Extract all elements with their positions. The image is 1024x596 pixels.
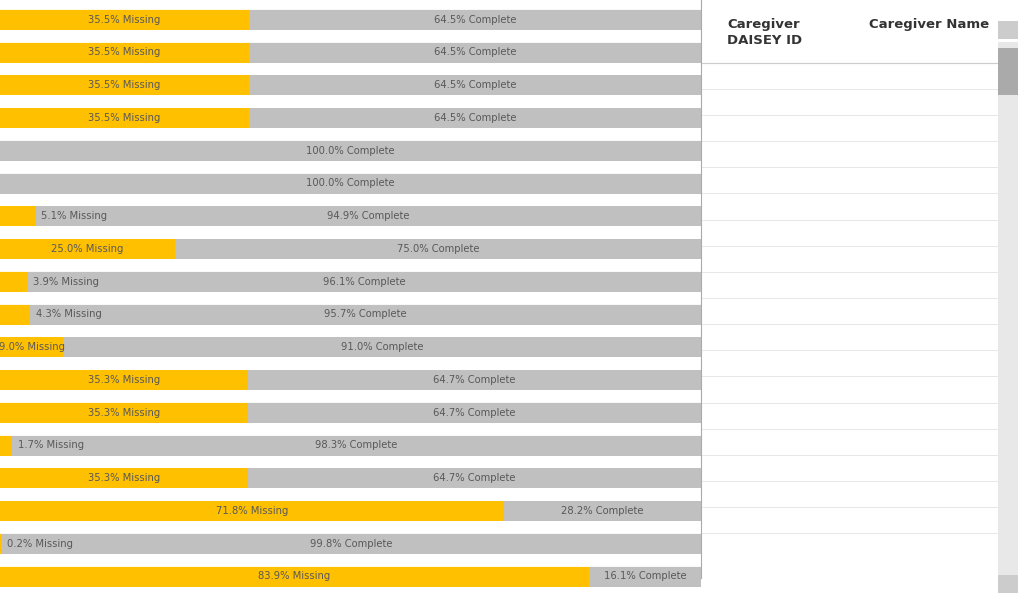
Bar [998,21,1018,39]
Text: 64.5% Complete: 64.5% Complete [434,113,516,123]
Text: 83.9% Missing: 83.9% Missing [258,572,331,581]
Text: 4.3% Missing: 4.3% Missing [36,309,101,319]
Text: 35.5% Missing: 35.5% Missing [88,15,161,24]
Bar [0,75,249,95]
Text: 95.7% Complete: 95.7% Complete [325,309,408,319]
Text: 35.5% Missing: 35.5% Missing [88,113,161,123]
Text: 91.0% Complete: 91.0% Complete [341,342,424,352]
Bar [0,10,249,30]
Bar [0,239,701,259]
Text: 64.5% Complete: 64.5% Complete [434,80,516,90]
Bar [0,468,248,488]
Bar [0,533,1,554]
Bar [0,206,36,226]
Bar [0,42,249,63]
Text: 35.5% Missing: 35.5% Missing [88,48,161,57]
Bar [0,337,701,357]
Text: 28.2% Complete: 28.2% Complete [561,506,644,516]
Bar [0,566,589,586]
Bar [0,402,248,423]
Bar [0,304,30,325]
Bar [0,370,701,390]
Bar [0,337,63,357]
Text: 99.8% Complete: 99.8% Complete [310,539,392,548]
Text: 35.3% Missing: 35.3% Missing [88,473,160,483]
Text: 100.0% Complete: 100.0% Complete [306,145,395,156]
Text: 64.5% Complete: 64.5% Complete [434,15,516,24]
Bar [0,501,504,521]
Bar [0,468,701,488]
Bar [0,141,701,161]
Text: 1.7% Missing: 1.7% Missing [17,440,84,451]
Bar [0,271,28,292]
Bar [0,42,701,63]
Text: 9.0% Missing: 9.0% Missing [0,342,65,352]
Bar [0,206,701,226]
Bar [0,108,249,128]
Text: 64.7% Complete: 64.7% Complete [433,375,516,385]
Text: 100.0% Complete: 100.0% Complete [306,178,395,188]
Bar [0,304,701,325]
Bar [0,173,701,194]
Bar [0,435,701,455]
Text: Caregiver
DAISEY ID: Caregiver DAISEY ID [727,18,803,47]
Text: 5.1% Missing: 5.1% Missing [41,211,108,221]
Bar [0,271,701,292]
Bar [998,42,1018,578]
Bar [0,566,701,586]
Bar [0,370,248,390]
Text: 3.9% Missing: 3.9% Missing [33,277,99,287]
Bar [0,75,701,95]
Text: 35.5% Missing: 35.5% Missing [88,80,161,90]
Text: 0.2% Missing: 0.2% Missing [7,539,73,548]
Bar [0,108,701,128]
Text: Caregiver Name: Caregiver Name [869,18,989,31]
Text: 96.1% Complete: 96.1% Complete [324,277,406,287]
Bar [0,501,701,521]
Text: 16.1% Complete: 16.1% Complete [604,572,686,581]
Text: 71.8% Missing: 71.8% Missing [216,506,288,516]
Bar [998,48,1018,95]
Bar [998,575,1018,593]
Text: 64.5% Complete: 64.5% Complete [434,48,516,57]
Text: 35.3% Missing: 35.3% Missing [88,408,160,418]
Text: 64.7% Complete: 64.7% Complete [433,473,516,483]
Text: 64.7% Complete: 64.7% Complete [433,408,516,418]
Bar [0,402,701,423]
Bar [0,533,701,554]
Text: 94.9% Complete: 94.9% Complete [328,211,410,221]
Bar [0,239,175,259]
Bar [0,10,701,30]
Bar [0,435,12,455]
Text: 35.3% Missing: 35.3% Missing [88,375,160,385]
Text: 75.0% Complete: 75.0% Complete [397,244,479,254]
Text: 25.0% Missing: 25.0% Missing [51,244,124,254]
Text: 98.3% Complete: 98.3% Complete [315,440,398,451]
